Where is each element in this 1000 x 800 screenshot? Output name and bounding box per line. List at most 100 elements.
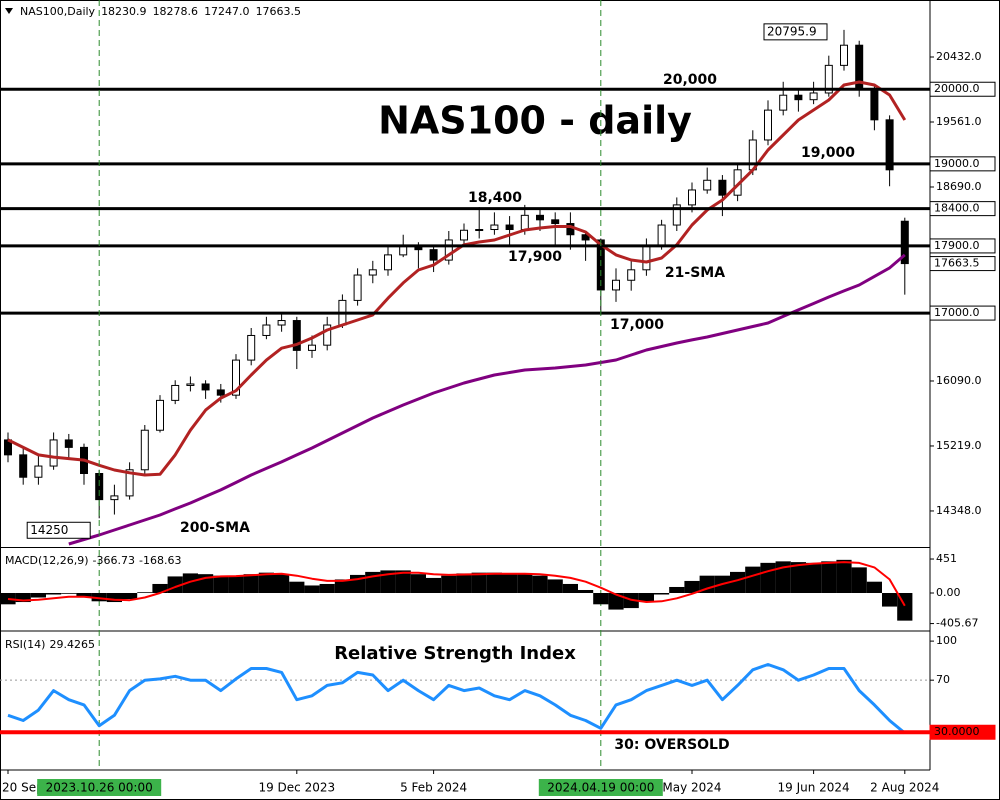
candle-body [885, 119, 894, 171]
macd-bar [745, 566, 761, 594]
oversold-annotation: 30: OVERSOLD [614, 737, 729, 753]
low-label: 14250 [30, 523, 68, 537]
macd-bar [289, 581, 305, 594]
macd-bar [593, 593, 609, 605]
candle-body [657, 224, 666, 246]
header-icon [5, 8, 13, 14]
candle-body [642, 244, 651, 271]
current-price-label-box [929, 256, 996, 272]
y-tick-label: 15219.0 [936, 439, 982, 452]
macd-bar [547, 579, 563, 594]
macd-bar [638, 593, 654, 603]
candle-body [186, 383, 195, 386]
macd-bar [395, 570, 411, 594]
macd-bar [699, 575, 715, 594]
y-tick-label: 19561.0 [936, 115, 982, 128]
y-tick-label: -405.67 [936, 617, 978, 630]
macd-bar [228, 576, 244, 594]
candle-body [64, 439, 73, 448]
candle-body [581, 234, 590, 241]
macd-bar [866, 581, 882, 594]
macd-bar [821, 561, 837, 594]
candle-body [779, 94, 788, 111]
macd-header: MACD(12,26,9) -366.73 -168.63 [5, 554, 181, 567]
level-label: 19000.0 [934, 157, 980, 170]
x-tick-label: 2023.10.26 00:00 [46, 781, 153, 795]
y-tick-label: 451 [936, 552, 957, 565]
x-label-highlight [37, 779, 162, 796]
candle-body [612, 279, 620, 291]
macd-bar [608, 593, 624, 610]
candle-body [824, 64, 833, 94]
candle-body [292, 320, 301, 351]
macd-bar [15, 593, 31, 603]
candle-body [718, 179, 727, 196]
level-label-box [929, 238, 996, 254]
candle-body [49, 439, 58, 467]
oversold-label: 30.0000 [934, 725, 980, 738]
header-value: 18230.9 [101, 5, 147, 18]
header-value: 17663.5 [256, 5, 302, 18]
candle-body [353, 274, 362, 301]
candle-body [171, 384, 180, 401]
macd-bar [274, 574, 290, 594]
macd-bar [30, 593, 46, 598]
candle-body [232, 359, 240, 396]
header-title: NAS100,Daily [20, 5, 96, 18]
header-value: 18278.6 [153, 5, 199, 18]
macd-bar [243, 574, 259, 594]
candle-body [384, 254, 392, 271]
y-tick-label: 0.00 [936, 586, 961, 599]
y-tick-label: 18690.0 [936, 180, 982, 193]
candle-body [870, 89, 879, 121]
header-value: -366.73 [93, 554, 135, 567]
level-label: 17900.0 [934, 239, 980, 252]
candle-body [536, 214, 544, 221]
macd-bar [578, 589, 594, 594]
macd-bar [684, 580, 700, 594]
candle-body [460, 229, 468, 241]
candle-body [520, 214, 529, 231]
candle-body [110, 495, 119, 501]
low-label-box [26, 521, 91, 539]
candle-body [703, 179, 712, 191]
macd-bar [91, 593, 107, 602]
x-tick-label: 2024.04.19 00:00 [547, 781, 654, 795]
sma-line [7, 80, 907, 477]
header-title: RSI(14) [5, 638, 45, 651]
level-annotation: 17,000 [610, 317, 664, 333]
candle-body [900, 220, 909, 265]
signal-line [7, 561, 906, 607]
candle-body [368, 269, 377, 276]
candle-body [201, 383, 210, 391]
macd-bar [441, 575, 457, 594]
macd-bar [258, 572, 274, 594]
macd-bar [836, 559, 852, 594]
oversold-label-box [929, 724, 996, 740]
candle-body [125, 469, 134, 497]
candle-body [490, 224, 499, 231]
candle-body [247, 334, 256, 361]
candle-body [672, 204, 681, 226]
x-tick-label: 2 Aug 2024 [870, 781, 939, 795]
level-label-box [929, 201, 996, 217]
macd-bar [152, 583, 168, 594]
macd-bar [319, 583, 335, 594]
series-label: 21-SMA [665, 265, 725, 281]
y-tick-label: 14348.0 [936, 504, 982, 517]
macd-bar [213, 575, 229, 594]
y-tick-label: 100 [936, 634, 957, 647]
macd-bar [76, 593, 92, 598]
macd-bar [304, 585, 320, 594]
level-label-box [929, 156, 996, 172]
chart-header: NAS100,Daily 18230.9 18278.6 17247.0 17663.5 [20, 5, 301, 18]
chart-title: NAS100 - daily [378, 99, 692, 143]
candle-body [444, 239, 453, 261]
macd-bar [46, 593, 62, 595]
macd-bar [562, 583, 578, 594]
header-title: MACD(12,26,9) [5, 554, 89, 567]
macd-bar [806, 562, 822, 594]
level-label-box [929, 81, 996, 97]
macd-bar [106, 593, 122, 603]
